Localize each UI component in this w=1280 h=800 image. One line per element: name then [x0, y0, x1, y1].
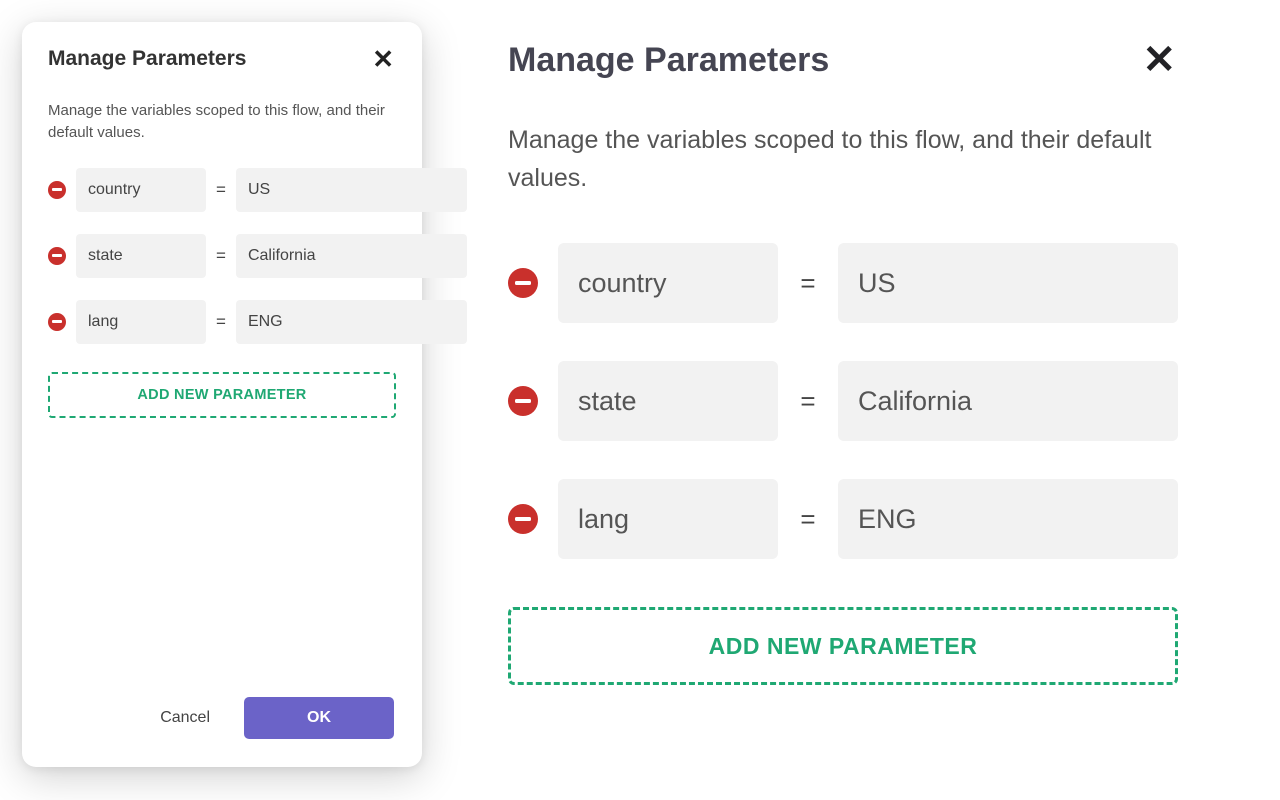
parameter-name-input[interactable] — [76, 234, 206, 278]
parameter-value-input[interactable] — [838, 479, 1178, 559]
remove-parameter-icon[interactable] — [508, 386, 538, 416]
parameter-value-input[interactable] — [236, 168, 467, 212]
remove-parameter-icon[interactable] — [48, 247, 66, 265]
parameter-value-input[interactable] — [236, 234, 467, 278]
parameter-name-input[interactable] — [76, 168, 206, 212]
panel-description: Manage the variables scoped to this flow… — [508, 122, 1178, 197]
dialog-description: Manage the variables scoped to this flow… — [22, 82, 422, 144]
add-new-parameter-button[interactable]: ADD NEW PARAMETER — [48, 372, 396, 418]
add-new-parameter-button[interactable]: ADD NEW PARAMETER — [508, 607, 1178, 685]
equals-sign: = — [798, 268, 818, 299]
parameter-value-input[interactable] — [838, 361, 1178, 441]
remove-parameter-icon[interactable] — [48, 181, 66, 199]
parameter-row: = — [508, 243, 1178, 323]
parameter-row: = — [508, 479, 1178, 559]
parameter-row: = — [508, 361, 1178, 441]
remove-parameter-icon[interactable] — [48, 313, 66, 331]
equals-sign: = — [216, 246, 226, 266]
panel-title: Manage Parameters — [508, 41, 829, 80]
parameter-name-input[interactable] — [76, 300, 206, 344]
parameter-list: = = = — [22, 144, 422, 366]
close-button[interactable]: ✕ — [1140, 38, 1178, 82]
parameter-value-input[interactable] — [838, 243, 1178, 323]
dialog-title: Manage Parameters — [48, 47, 246, 71]
parameter-list: = = = — [508, 243, 1178, 559]
parameter-row: = — [48, 168, 396, 212]
parameter-value-input[interactable] — [236, 300, 467, 344]
parameter-row: = — [48, 300, 396, 344]
parameter-name-input[interactable] — [558, 361, 778, 441]
manage-parameters-panel-large: Manage Parameters ✕ Manage the variables… — [508, 38, 1178, 685]
panel-header: Manage Parameters ✕ — [508, 38, 1178, 82]
parameter-row: = — [48, 234, 396, 278]
equals-sign: = — [798, 386, 818, 417]
close-button[interactable]: ✕ — [370, 44, 396, 74]
equals-sign: = — [216, 180, 226, 200]
remove-parameter-icon[interactable] — [508, 268, 538, 298]
parameter-name-input[interactable] — [558, 479, 778, 559]
dialog-header: Manage Parameters ✕ — [22, 22, 422, 82]
manage-parameters-dialog: Manage Parameters ✕ Manage the variables… — [22, 22, 422, 767]
parameter-name-input[interactable] — [558, 243, 778, 323]
dialog-footer: Cancel OK — [22, 697, 422, 767]
equals-sign: = — [798, 504, 818, 535]
cancel-button[interactable]: Cancel — [154, 701, 216, 735]
equals-sign: = — [216, 312, 226, 332]
ok-button[interactable]: OK — [244, 697, 394, 739]
remove-parameter-icon[interactable] — [508, 504, 538, 534]
